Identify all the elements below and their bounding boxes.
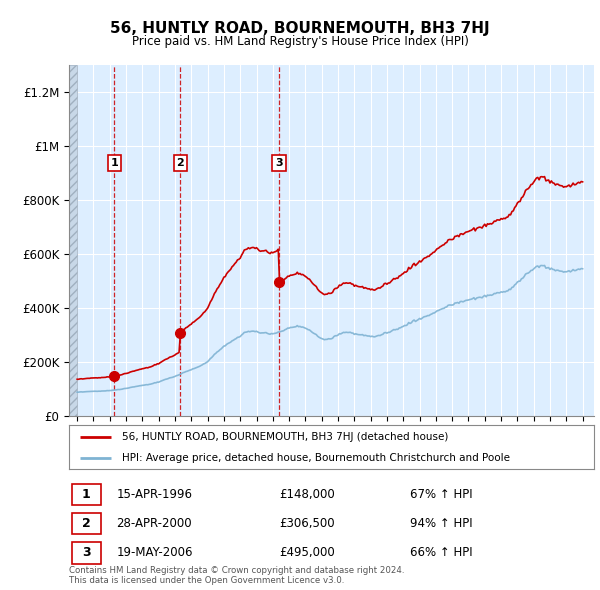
Text: 2: 2 — [176, 158, 184, 168]
Text: 94% ↑ HPI: 94% ↑ HPI — [410, 517, 473, 530]
Text: 19-MAY-2006: 19-MAY-2006 — [116, 546, 193, 559]
Text: 3: 3 — [82, 546, 91, 559]
Text: 66% ↑ HPI: 66% ↑ HPI — [410, 546, 473, 559]
Text: £495,000: £495,000 — [279, 546, 335, 559]
Text: 56, HUNTLY ROAD, BOURNEMOUTH, BH3 7HJ (detached house): 56, HUNTLY ROAD, BOURNEMOUTH, BH3 7HJ (d… — [121, 432, 448, 442]
Text: 56, HUNTLY ROAD, BOURNEMOUTH, BH3 7HJ: 56, HUNTLY ROAD, BOURNEMOUTH, BH3 7HJ — [110, 21, 490, 35]
Text: 1: 1 — [82, 488, 91, 501]
Text: Price paid vs. HM Land Registry's House Price Index (HPI): Price paid vs. HM Land Registry's House … — [131, 35, 469, 48]
Text: £148,000: £148,000 — [279, 488, 335, 501]
Text: 67% ↑ HPI: 67% ↑ HPI — [410, 488, 473, 501]
Text: 1: 1 — [110, 158, 118, 168]
Text: HPI: Average price, detached house, Bournemouth Christchurch and Poole: HPI: Average price, detached house, Bour… — [121, 453, 509, 463]
Bar — [71, 484, 101, 505]
Text: Contains HM Land Registry data © Crown copyright and database right 2024.
This d: Contains HM Land Registry data © Crown c… — [69, 566, 404, 585]
Bar — [71, 542, 101, 563]
Text: 28-APR-2000: 28-APR-2000 — [116, 517, 192, 530]
Text: £306,500: £306,500 — [279, 517, 335, 530]
Bar — [69, 65, 77, 416]
Text: 15-APR-1996: 15-APR-1996 — [116, 488, 192, 501]
Text: 2: 2 — [82, 517, 91, 530]
Text: 3: 3 — [275, 158, 283, 168]
Bar — [71, 513, 101, 535]
